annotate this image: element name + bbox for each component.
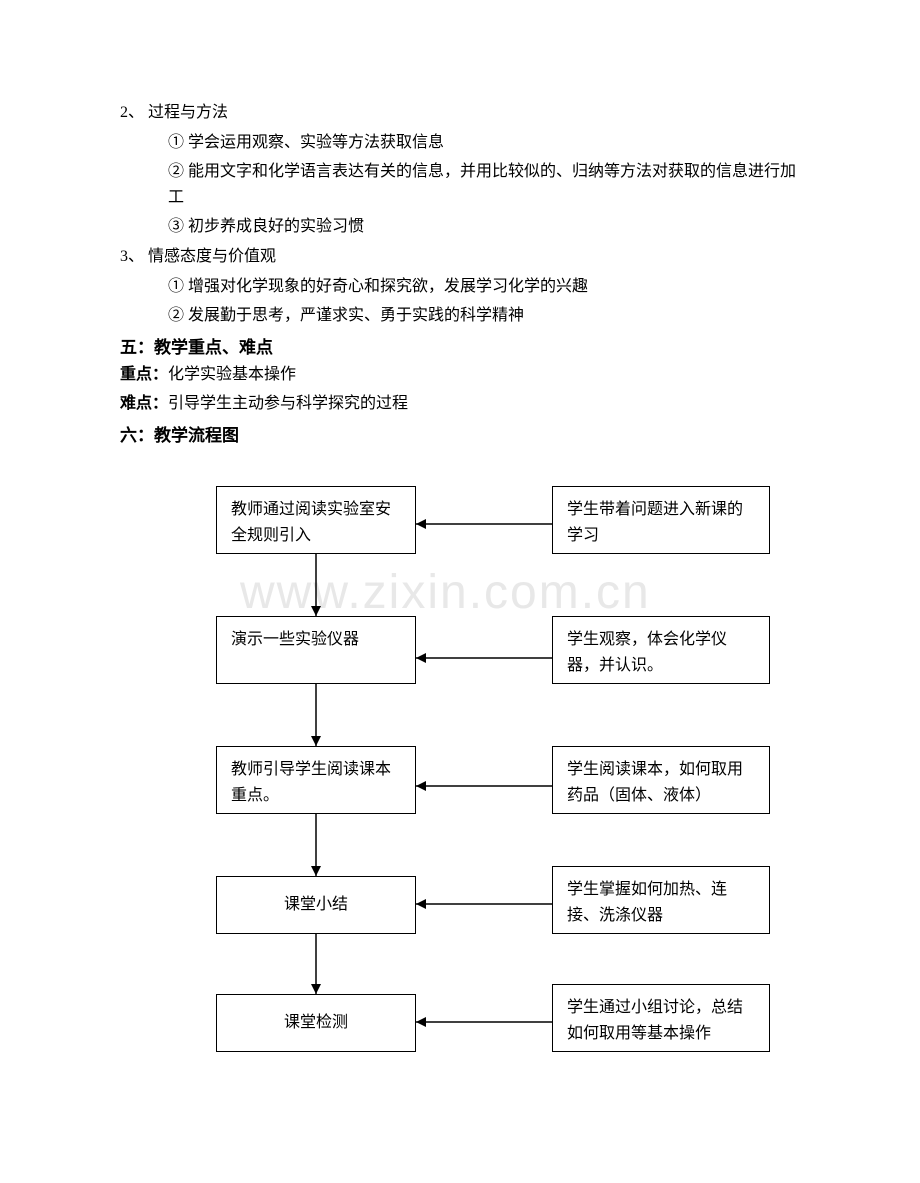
flow-arrow-2 (404, 774, 564, 798)
item-2: 2、 过程与方法 (120, 100, 800, 126)
section-5-heading: 五：教学重点、难点 (120, 333, 800, 358)
flow-arrow-7 (304, 812, 328, 888)
item-2-sub-3: ③ 初步养成良好的实验习惯 (120, 214, 800, 240)
item-3-sub-1: ① 增强对化学现象的好奇心和探究欲，发展学习化学的兴趣 (120, 274, 800, 300)
flow-arrow-6 (304, 682, 328, 758)
flow-arrow-8 (304, 932, 328, 1006)
item-3: 3、 情感态度与价值观 (120, 244, 800, 270)
nandian-label: 难点： (120, 395, 168, 412)
flow-arrow-4 (404, 1010, 564, 1034)
flow-node-r3: 学生阅读课本，如何取用药品（固体、液体） (552, 746, 770, 814)
nandian-line: 难点：引导学生主动参与科学探究的过程 (120, 391, 800, 417)
flow-arrow-3 (404, 892, 564, 916)
zhongdian-line: 重点：化学实验基本操作 (120, 362, 800, 388)
flow-arrow-1 (404, 646, 564, 670)
zhongdian-text: 化学实验基本操作 (168, 366, 296, 383)
nandian-text: 引导学生主动参与科学探究的过程 (168, 395, 408, 412)
flowchart: 教师通过阅读实验室安全规则引入学生带着问题进入新课的学习演示一些实验仪器学生观察… (120, 486, 800, 1166)
section-6-heading: 六：教学流程图 (120, 421, 800, 446)
flow-node-r1: 学生带着问题进入新课的学习 (552, 486, 770, 554)
flow-arrow-0 (404, 512, 564, 536)
item-2-sub-2: ② 能用文字和化学语言表达有关的信息，并用比较似的、归纳等方法对获取的信息进行加… (120, 159, 800, 210)
flow-node-r5: 学生通过小组讨论，总结如何取用等基本操作 (552, 984, 770, 1052)
flow-node-l1: 教师通过阅读实验室安全规则引入 (216, 486, 416, 554)
flow-node-r2: 学生观察，体会化学仪器，并认识。 (552, 616, 770, 684)
item-3-sub-2: ② 发展勤于思考，严谨求实、勇于实践的科学精神 (120, 303, 800, 329)
flow-node-r4: 学生掌握如何加热、连接、洗涤仪器 (552, 866, 770, 934)
item-2-sub-1: ① 学会运用观察、实验等方法获取信息 (120, 130, 800, 156)
flow-arrow-5 (304, 552, 328, 628)
zhongdian-label: 重点： (120, 366, 168, 383)
